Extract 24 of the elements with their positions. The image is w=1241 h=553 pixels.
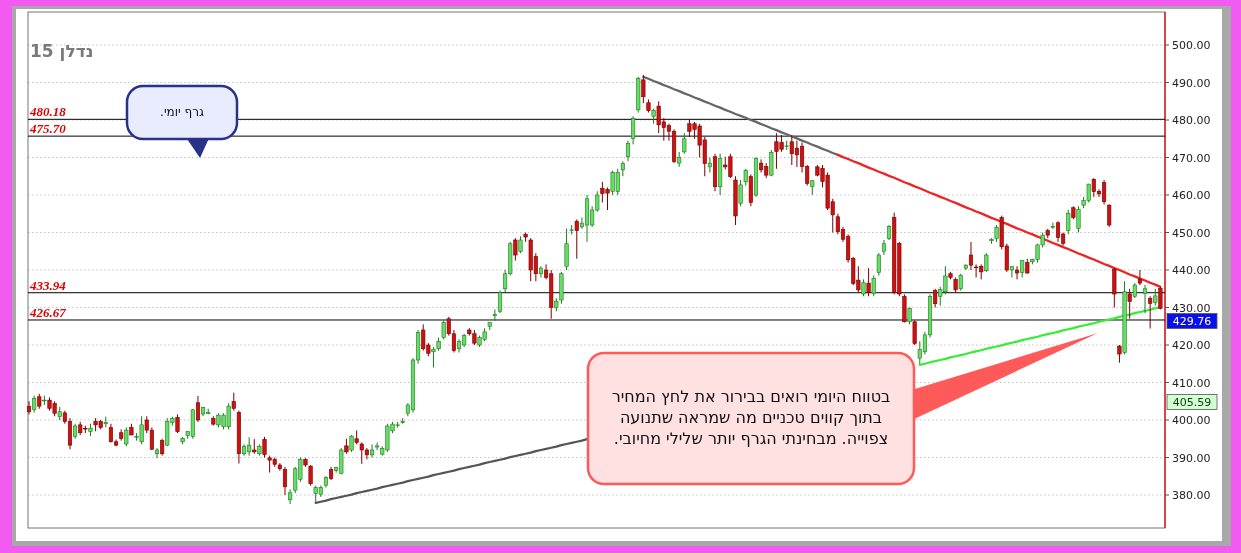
text: נדלן 15 [30,41,94,61]
y-tick-label: 420.00 [1172,339,1211,352]
ref-line-label: 480.18 [29,104,67,120]
annotation: גרף יומי. [159,103,205,121]
y-tick-label: 450.00 [1172,226,1211,240]
y-tick-label: 460.00 [1172,189,1211,202]
ref-line-label: 433.94 [29,277,67,293]
y-tick-label: 430.00 [1172,301,1211,315]
y-tick-label: 470.00 [1172,151,1211,165]
y-tick-label: 390.00 [1172,451,1211,465]
y-tick-label: 440.00 [1172,264,1211,277]
y-tick-label: 410.00 [1172,376,1211,390]
price-tag: 429.76 [1166,313,1218,329]
y-tick-label: 500.00 [1172,39,1211,52]
ref-line-label: 475.70 [29,121,67,137]
y-tick-label: 490.00 [1172,76,1211,90]
y-tick-label: 480.00 [1172,114,1211,127]
price-tag: 405.59 [1166,394,1218,410]
ref-line-label: 426.67 [29,304,67,320]
annotation: בטווח היומי רואים בבירור את לחץ המחיר בתוך קווים טכניים מה שמראה שתנועה צפוייה. מבחינתי הגרף יותר שלילי מחיובי. [610,386,892,450]
line-series [642,75,839,156]
y-tick-label: 380.00 [1172,489,1211,502]
line-series [314,438,589,504]
y-tick-label: 400.00 [1172,414,1211,427]
